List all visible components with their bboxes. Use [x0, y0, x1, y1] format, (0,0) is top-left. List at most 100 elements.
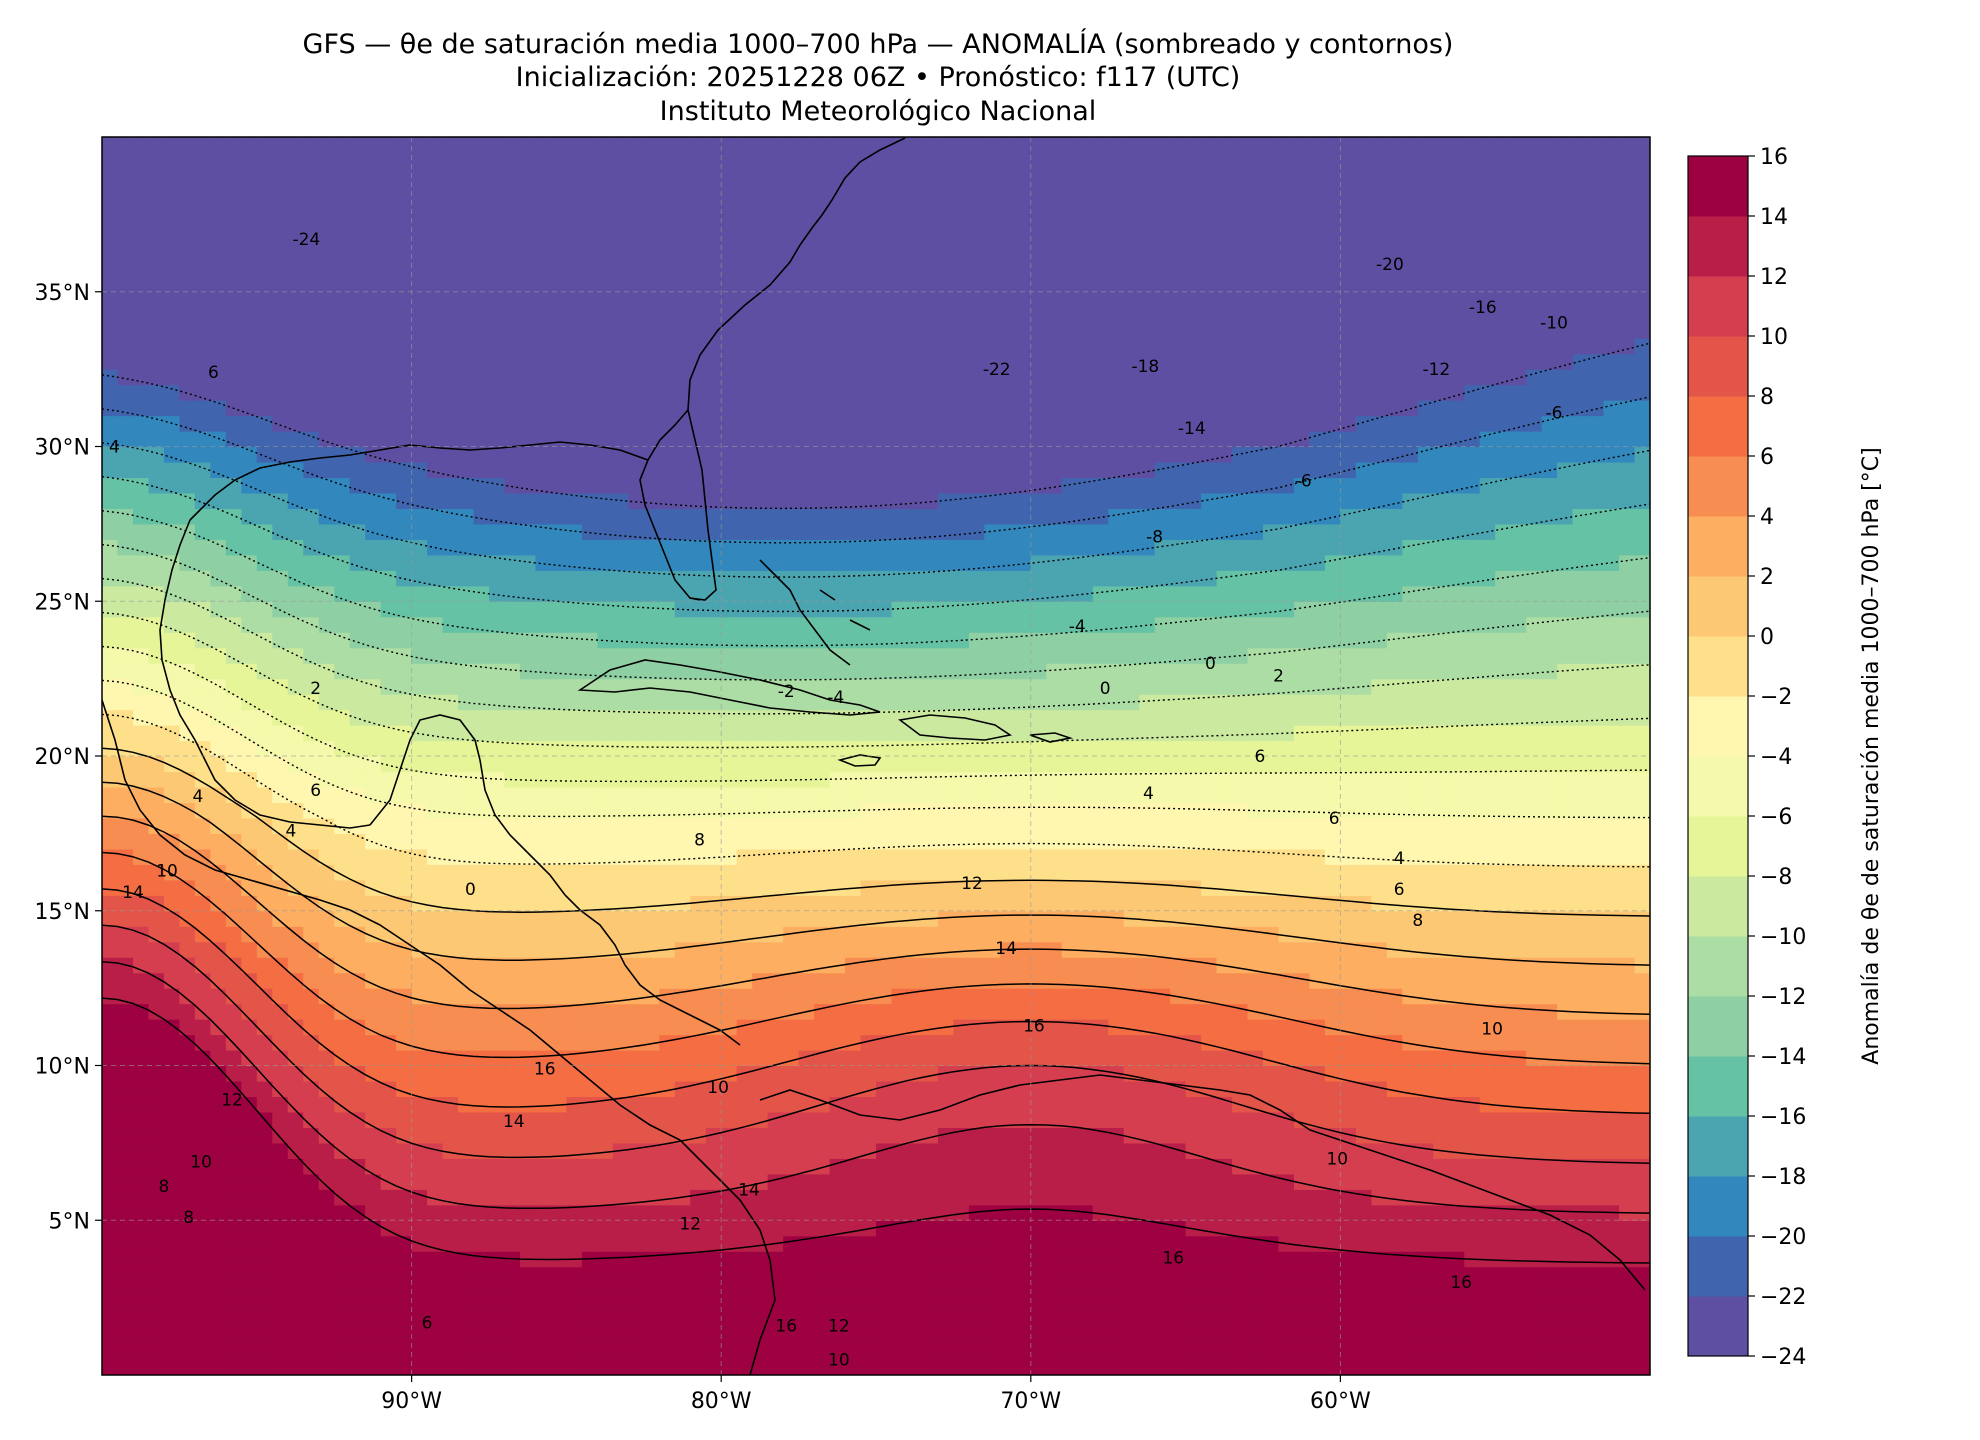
shade-cell	[798, 786, 815, 804]
shade-cell	[1263, 1003, 1280, 1020]
shade-cell	[906, 972, 924, 989]
shade-cell	[303, 1158, 320, 1175]
shade-cell	[1340, 678, 1357, 695]
shade-cell	[1201, 725, 1218, 742]
shade-cell	[612, 725, 629, 742]
shade-cell	[891, 957, 908, 974]
shade-cell	[365, 601, 382, 618]
shade-cell	[1139, 1050, 1156, 1067]
shade-cell	[705, 910, 722, 927]
shade-cell	[442, 988, 459, 1005]
shade-cell	[225, 1297, 242, 1314]
shade-cell	[318, 740, 335, 757]
shade-cell	[1216, 802, 1233, 819]
shade-cell	[1634, 1142, 1650, 1159]
shade-cell	[628, 1111, 645, 1128]
shade-cell	[1201, 1050, 1218, 1067]
shade-cell	[1340, 1297, 1357, 1314]
shade-cell	[1108, 1111, 1125, 1128]
shade-cell	[163, 1328, 180, 1345]
shade-cell	[1402, 1019, 1419, 1036]
shade-cell	[1278, 1019, 1295, 1036]
shade-cell	[581, 848, 598, 865]
shade-cell	[1402, 647, 1419, 664]
shade-cell	[1030, 694, 1047, 711]
shade-cell	[303, 926, 320, 943]
map-title: GFS — θe de saturación media 1000–700 hP…	[302, 29, 1454, 60]
shade-cell	[1557, 972, 1574, 989]
shade-cell	[458, 1127, 475, 1144]
shade-cell	[1278, 1251, 1295, 1268]
shade-cell	[752, 663, 769, 680]
shade-cell	[519, 926, 537, 943]
shade-cell	[1123, 1034, 1140, 1051]
shade-cell	[891, 848, 908, 865]
shade-cell	[937, 1204, 954, 1221]
shade-cell	[1263, 1313, 1280, 1330]
shade-cell	[1139, 756, 1156, 773]
shade-cell	[117, 879, 134, 896]
shade-cell	[674, 833, 691, 850]
shade-cell	[1433, 1127, 1450, 1144]
shade-cell	[1232, 756, 1249, 773]
shade-cell	[349, 802, 366, 819]
shade-cell	[1340, 1328, 1357, 1345]
shade-cell	[1619, 771, 1636, 788]
shade-cell	[953, 663, 970, 680]
shade-cell	[1061, 786, 1078, 804]
shade-cell	[767, 1282, 784, 1299]
shade-cell	[1232, 1328, 1249, 1345]
shade-cell	[1448, 1344, 1465, 1361]
shade-cell	[473, 1173, 490, 1190]
shade-cell	[442, 1111, 459, 1128]
shade-cell	[1541, 957, 1558, 974]
shade-cell	[411, 1282, 428, 1299]
shade-cell	[489, 1065, 506, 1082]
shade-cell	[1201, 694, 1218, 711]
shade-cell	[411, 1297, 428, 1314]
shade-cell	[210, 1235, 227, 1252]
shade-cell	[1015, 957, 1032, 974]
shade-cell	[1355, 1065, 1372, 1082]
shade-cell	[1263, 895, 1280, 912]
shade-cell	[1510, 864, 1527, 881]
shade-cell	[1588, 1282, 1605, 1299]
shade-cell	[1278, 601, 1295, 618]
shade-cell	[1015, 678, 1032, 695]
shade-cell	[1046, 1204, 1063, 1221]
shade-cell	[937, 910, 954, 927]
shade-cell	[736, 709, 753, 726]
shade-cell	[550, 709, 567, 726]
shade-cell	[1402, 709, 1419, 726]
shade-cell	[1201, 678, 1218, 695]
shade-cell	[1123, 1003, 1140, 1020]
shade-cell	[1572, 1158, 1589, 1175]
shade-cell	[210, 1266, 227, 1283]
shade-cell	[148, 1235, 165, 1252]
shade-cell	[891, 864, 908, 881]
shade-cell	[287, 910, 304, 927]
shade-cell	[117, 1173, 134, 1190]
shade-cell	[814, 1297, 831, 1314]
shade-cell	[1030, 632, 1047, 649]
shade-cell	[906, 1034, 924, 1051]
shade-cell	[1015, 756, 1032, 773]
shade-cell	[318, 786, 335, 804]
shade-cell	[721, 740, 738, 757]
shade-cell	[1108, 678, 1125, 695]
shade-cell	[783, 1266, 800, 1283]
shade-cell	[999, 1204, 1016, 1221]
shade-cell	[1061, 647, 1078, 664]
shade-cell	[1092, 833, 1109, 850]
shade-cell	[659, 1173, 676, 1190]
shade-cell	[705, 709, 722, 726]
shade-cell	[906, 1050, 924, 1067]
shade-cell	[550, 817, 567, 834]
shade-cell	[504, 895, 521, 912]
shade-cell	[427, 957, 444, 974]
shade-cell	[674, 1344, 691, 1361]
shade-cell	[318, 1096, 335, 1113]
shade-cell	[1433, 1297, 1450, 1314]
shade-cell	[566, 1142, 583, 1159]
shade-cell	[349, 771, 366, 788]
